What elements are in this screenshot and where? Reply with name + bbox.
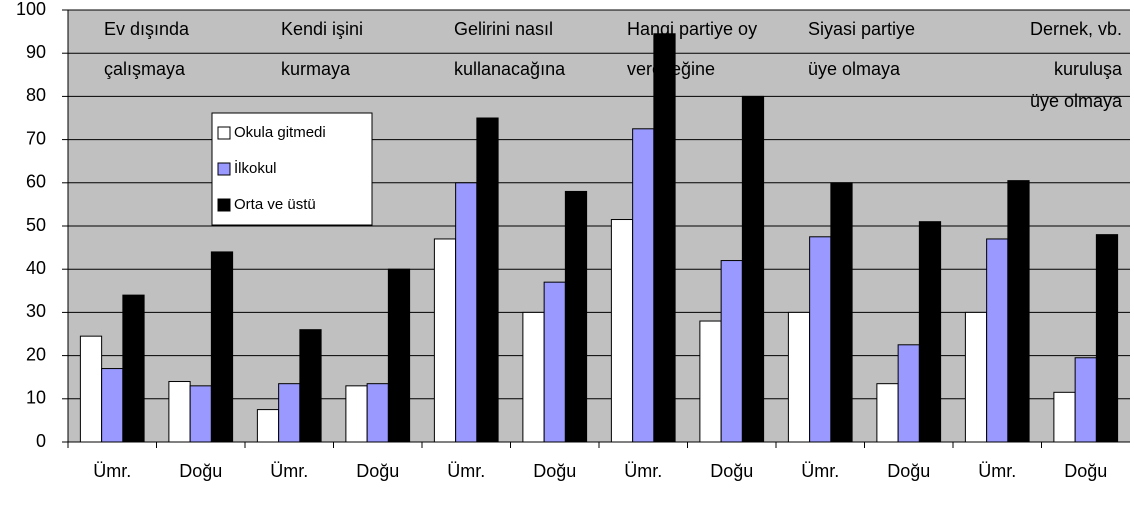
bar [79, 335, 103, 443]
y-tick-label: 80 [26, 85, 46, 105]
x-tick-label: Doğu [179, 461, 222, 481]
bar [278, 383, 301, 443]
x-tick-label: Doğu [887, 461, 930, 481]
bar [210, 251, 234, 443]
legend-label: Okula gitmedi [234, 124, 326, 141]
bar [455, 182, 478, 443]
group-label: üye olmaya [808, 59, 901, 79]
group-label: üye olmaya [1030, 91, 1123, 111]
bar [1074, 357, 1097, 443]
x-tick-label: Doğu [356, 461, 399, 481]
y-tick-label: 30 [26, 301, 46, 321]
bar [168, 381, 191, 443]
bar [387, 268, 411, 443]
bar [564, 190, 588, 443]
bar [699, 320, 722, 443]
group-label: kuruluşa [1054, 59, 1123, 79]
legend-swatch [217, 198, 231, 212]
y-tick-label: 60 [26, 172, 46, 192]
group-label: Gelirini nasıl [454, 19, 553, 39]
bar [122, 294, 145, 443]
bar [809, 236, 832, 443]
y-tick-label: 20 [26, 344, 46, 364]
group-label: Siyasi partiye [808, 19, 915, 39]
x-tick-label: Ümr. [801, 461, 839, 481]
bar [897, 344, 920, 443]
x-tick-label: Doğu [710, 461, 753, 481]
bar [986, 238, 1009, 443]
bar [522, 311, 545, 443]
legend-label: İlkokul [234, 159, 277, 177]
bar [1007, 180, 1030, 443]
legend-swatch [217, 162, 231, 176]
group-label: kurmaya [281, 59, 351, 79]
y-tick-label: 10 [26, 388, 46, 408]
group-label: Hangi partiye oy [627, 19, 757, 39]
x-tick-label: Doğu [533, 461, 576, 481]
bar [741, 95, 765, 443]
group-label: Ev dışında [104, 19, 190, 39]
bar [366, 383, 389, 443]
legend-label: Orta ve üstü [234, 196, 316, 213]
legend-swatch [217, 126, 231, 140]
x-tick-label: Ümr. [624, 461, 662, 481]
bar [189, 385, 212, 443]
bar [610, 219, 634, 443]
bar [653, 33, 676, 443]
y-tick-label: 50 [26, 215, 46, 235]
bar [918, 221, 942, 443]
x-tick-label: Ümr. [978, 461, 1016, 481]
y-tick-label: 0 [36, 431, 46, 451]
y-tick-label: 70 [26, 128, 46, 148]
bar [256, 409, 280, 443]
x-tick-label: Ümr. [93, 461, 131, 481]
bar [1095, 234, 1119, 443]
x-tick-label: Ümr. [270, 461, 308, 481]
bar [787, 311, 811, 443]
y-tick-label: 40 [26, 258, 46, 278]
y-tick-label: 90 [26, 42, 46, 62]
bar [345, 385, 368, 443]
group-label: Dernek, vb. [1030, 19, 1122, 39]
x-tick-label: Ümr. [447, 461, 485, 481]
bar [632, 128, 655, 443]
bar [101, 368, 124, 443]
group-label: Kendi işini [281, 19, 363, 39]
x-tick-label: Doğu [1064, 461, 1107, 481]
bar [830, 182, 853, 443]
bar [964, 311, 988, 443]
legend [211, 112, 373, 226]
bar [876, 383, 899, 443]
group-label: kullanacağına [454, 59, 566, 79]
group-label: çalışmaya [104, 59, 186, 79]
bar [1053, 391, 1076, 443]
bar [720, 260, 743, 443]
y-tick-label: 100 [16, 0, 46, 19]
bar [476, 117, 499, 443]
bar [299, 329, 322, 443]
bar [433, 238, 457, 443]
bar [543, 281, 566, 443]
